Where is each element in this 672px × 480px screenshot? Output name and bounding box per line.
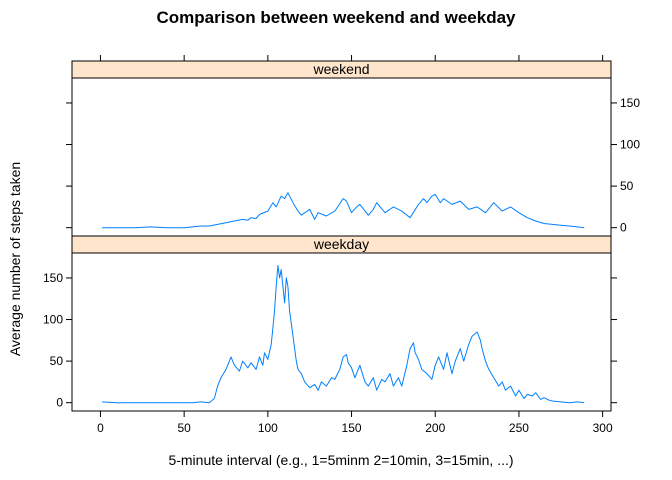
y-tick-label: 100 bbox=[43, 313, 63, 327]
y-tick-label: 100 bbox=[620, 138, 640, 152]
x-tick-label: 100 bbox=[258, 421, 278, 435]
chart-title: Comparison between weekend and weekday bbox=[156, 8, 516, 27]
strip-label-weekend: weekend bbox=[312, 61, 369, 77]
y-tick-label: 150 bbox=[620, 96, 640, 110]
x-tick-label: 150 bbox=[342, 421, 362, 435]
strip-label-weekday: weekday bbox=[313, 236, 369, 252]
y-axis-label: Average number of steps taken bbox=[7, 162, 23, 356]
panel-weekday: weekday bbox=[71, 235, 612, 412]
panel-frame-weekday bbox=[71, 252, 612, 412]
panel-frame-weekend bbox=[71, 77, 612, 237]
y-tick-label: 0 bbox=[620, 221, 627, 235]
series-line-weekend bbox=[102, 192, 585, 229]
x-tick-label: 250 bbox=[509, 421, 529, 435]
y-tick-label: 50 bbox=[50, 354, 64, 368]
x-axis-label: 5-minute interval (e.g., 1=5minm 2=10min… bbox=[168, 452, 513, 468]
panel-weekend: weekend bbox=[71, 60, 612, 237]
x-tick-label: 300 bbox=[593, 421, 613, 435]
axis-ticks: 0 50 100 150 0 50 100 150 0 50 100 150 200 250 300 bbox=[43, 55, 640, 435]
x-tick-label: 0 bbox=[97, 421, 104, 435]
series-line-weekday bbox=[102, 265, 585, 404]
y-tick-label: 50 bbox=[620, 179, 634, 193]
y-tick-label: 150 bbox=[43, 271, 63, 285]
x-tick-label: 50 bbox=[177, 421, 191, 435]
y-tick-label: 0 bbox=[56, 396, 63, 410]
panels: weekend weekday bbox=[71, 60, 612, 412]
x-tick-label: 200 bbox=[425, 421, 445, 435]
